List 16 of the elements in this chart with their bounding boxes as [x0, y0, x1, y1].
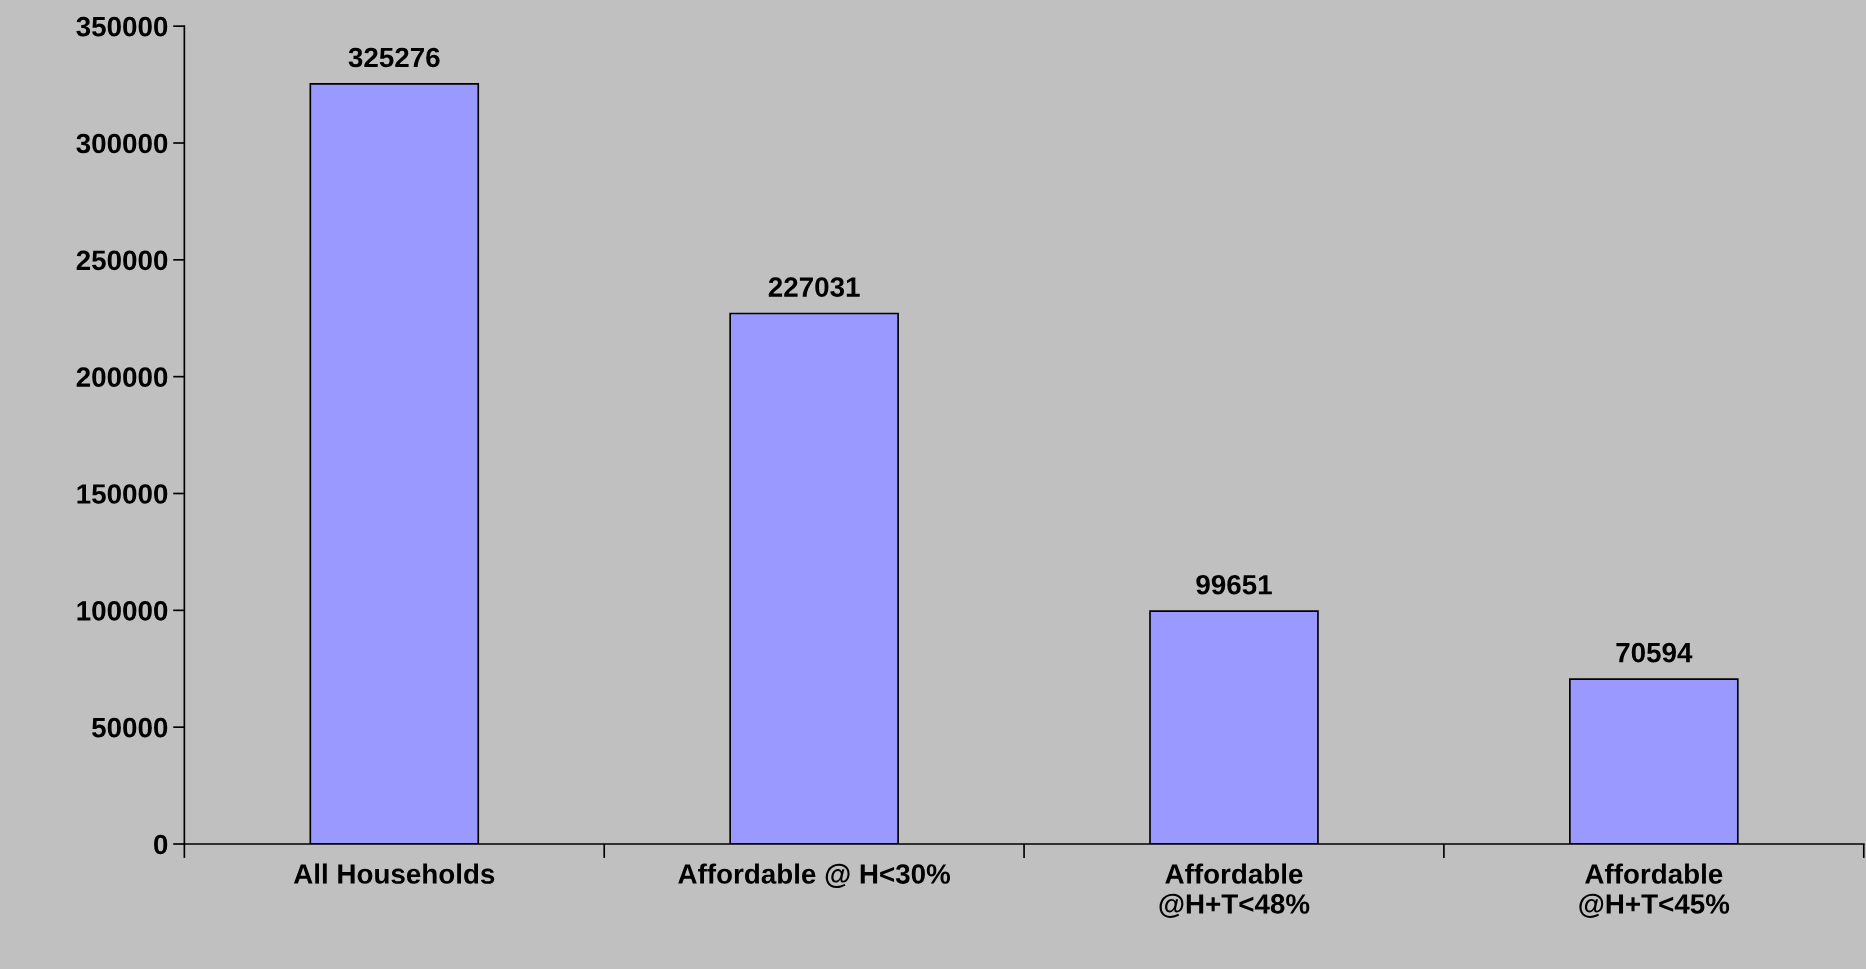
x-tick-label: Affordable @ H<30% [678, 863, 951, 888]
data-label: 227031 [768, 277, 860, 297]
y-tick-label: 250000 [76, 250, 168, 271]
data-label: 70594 [1616, 642, 1693, 663]
y-tick-label: 150000 [77, 484, 168, 504]
y-tick-label: 350000 [76, 16, 168, 37]
y-tick-label: 200000 [76, 367, 168, 387]
y-tick-label: 50000 [92, 717, 168, 738]
data-label: 99651 [1196, 574, 1272, 595]
x-tick-label: All Households [293, 863, 495, 884]
y-tick-label: 0 [154, 834, 168, 855]
x-tick-label: Affordable @H+T<48% [1159, 863, 1310, 918]
y-tick-label: 300000 [76, 133, 168, 154]
data-label: 325276 [348, 47, 440, 68]
x-tick-label: Affordable @H+T<45% [1579, 863, 1730, 918]
y-tick-label: 100000 [77, 601, 168, 621]
